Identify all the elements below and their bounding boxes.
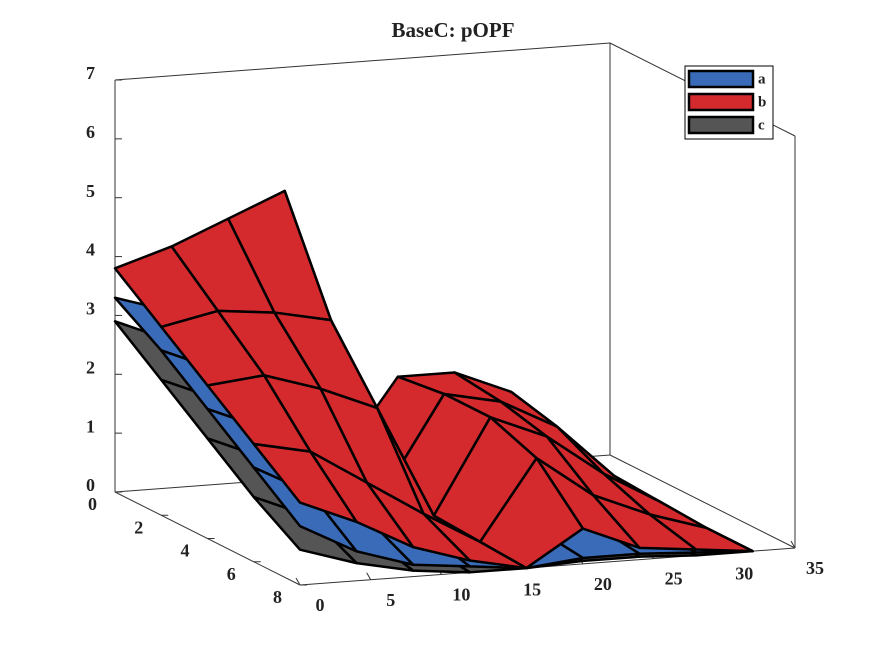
z-tick-label: 7 — [86, 63, 95, 83]
z-tick-label: 0 — [86, 475, 95, 495]
z-tick-label: 2 — [86, 357, 95, 377]
x-tick — [366, 572, 372, 580]
legend-label: a — [758, 71, 766, 87]
x-tick-label: 0 — [316, 595, 325, 615]
y-tick-label: 6 — [227, 564, 236, 584]
legend-label: c — [758, 117, 765, 133]
x-tick-label: 10 — [452, 585, 470, 605]
x-tick-label: 20 — [594, 574, 612, 594]
legend-label: b — [758, 94, 766, 110]
z-tick-label: 6 — [86, 122, 95, 142]
z-tick-label: 1 — [86, 416, 95, 436]
x-tick — [790, 540, 796, 549]
z-tick-label: 4 — [86, 240, 95, 260]
surface-patch — [252, 442, 358, 524]
z-tick-label: 3 — [86, 299, 95, 319]
x-tick-label: 25 — [665, 569, 683, 589]
y-tick-label: 0 — [88, 494, 97, 514]
axis-line — [114, 42, 611, 81]
x-tick-label: 30 — [735, 563, 753, 583]
z-tick-label: 5 — [86, 181, 95, 201]
y-tick-label: 8 — [273, 587, 282, 607]
x-tick-label: 15 — [523, 579, 541, 599]
y-tick-label: 4 — [181, 541, 190, 561]
legend-swatch — [687, 69, 755, 89]
y-tick-label: 2 — [134, 517, 143, 537]
x-tick-label: 35 — [806, 558, 824, 578]
x-tick — [295, 577, 301, 586]
chart-title: BaseC: pOPF — [391, 18, 514, 42]
legend-swatch — [687, 115, 755, 135]
axis-line — [609, 454, 796, 549]
x-tick-label: 5 — [386, 590, 395, 610]
legend-swatch — [687, 92, 755, 112]
legend: abc — [684, 65, 774, 140]
